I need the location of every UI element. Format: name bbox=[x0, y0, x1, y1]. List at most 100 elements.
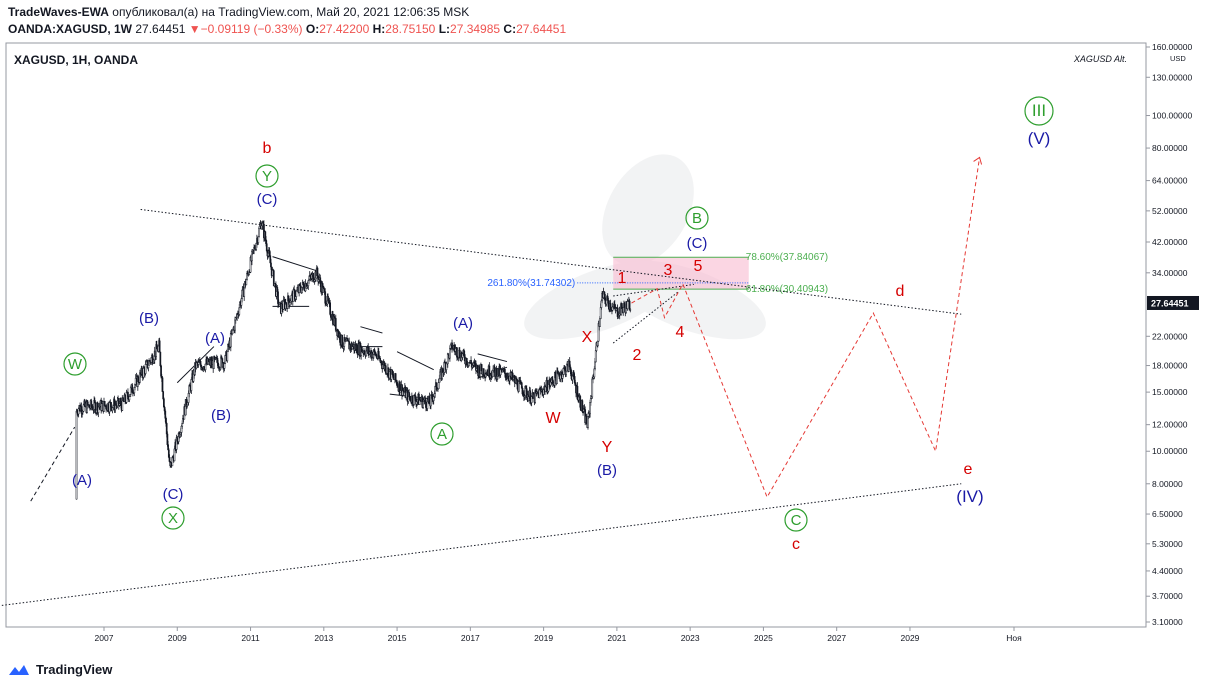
arrowhead-icon bbox=[973, 156, 983, 165]
candle-body bbox=[223, 363, 226, 369]
candle-body bbox=[346, 338, 349, 341]
wave-label: c bbox=[792, 536, 800, 553]
price-tick-label: 80.00000 bbox=[1152, 143, 1188, 153]
open-value: 27.42200 bbox=[319, 22, 370, 36]
candle-body bbox=[394, 373, 397, 381]
time-tick-label: 2027 bbox=[827, 633, 846, 643]
price-tick-label: 64.00000 bbox=[1152, 176, 1188, 186]
candle-body bbox=[493, 365, 496, 370]
price-unit-label: USD bbox=[1170, 54, 1186, 63]
candle-body bbox=[339, 333, 341, 343]
time-tick-label: 2025 bbox=[754, 633, 773, 643]
price-tick-label: 42.00000 bbox=[1152, 237, 1188, 247]
wave-circle bbox=[255, 164, 279, 188]
price-tick-label: 6.50000 bbox=[1152, 509, 1183, 519]
candle-body bbox=[257, 236, 260, 244]
candle-body bbox=[168, 457, 171, 462]
candle-body bbox=[190, 379, 193, 391]
time-tick-label: 2029 bbox=[900, 633, 919, 643]
candle-body bbox=[258, 228, 260, 238]
wave-circle bbox=[63, 352, 87, 376]
candle-body bbox=[554, 372, 557, 379]
candle-body bbox=[142, 367, 145, 378]
pattern-line bbox=[360, 326, 383, 334]
wave-label: C bbox=[791, 512, 802, 529]
candle-body bbox=[424, 397, 427, 403]
wave-label: 1 bbox=[618, 270, 627, 287]
time-tick-label: 2019 bbox=[534, 633, 553, 643]
price-tick-label: 34.00000 bbox=[1152, 268, 1188, 278]
pane-title: XAGUSD, 1H, OANDA bbox=[14, 53, 138, 67]
trend-line bbox=[0, 483, 962, 607]
candle-body bbox=[161, 377, 164, 392]
last-price-badge bbox=[1147, 295, 1199, 310]
high-label: H: bbox=[372, 22, 386, 36]
candle-body bbox=[229, 333, 232, 348]
pattern-line bbox=[477, 353, 508, 363]
wave-label: b bbox=[263, 140, 272, 157]
wave-label: B bbox=[692, 210, 702, 227]
price-tick-label: 22.00000 bbox=[1152, 331, 1188, 341]
wave-label: (A) bbox=[205, 330, 225, 347]
price-tick-label: 10.00000 bbox=[1152, 446, 1188, 456]
low-label: L: bbox=[438, 22, 451, 36]
wave-circle bbox=[784, 508, 808, 532]
price-tick-label: 100.00000 bbox=[1152, 111, 1192, 121]
candle-body bbox=[157, 345, 160, 352]
projection-path bbox=[631, 157, 981, 499]
wave-label: 4 bbox=[676, 324, 685, 341]
price-tick-label: 4.40000 bbox=[1152, 566, 1183, 576]
time-tick-label: 2011 bbox=[241, 633, 260, 643]
author-name[interactable]: TradeWaves-EWA bbox=[8, 5, 109, 19]
change-value: −0.09119 (−0.33%) bbox=[200, 22, 303, 36]
header-line-1: TradeWaves-EWA опубликовал(а) на Trading… bbox=[8, 5, 469, 19]
fib-zone bbox=[613, 257, 749, 290]
price-tick-label: 3.70000 bbox=[1152, 591, 1183, 601]
candle-body bbox=[334, 318, 337, 331]
header-line-2: OANDA:XAGUSD, 1W 27.64451 ▼−0.09119 (−0.… bbox=[8, 22, 566, 36]
pane-alt-label: XAGUSD Alt. bbox=[1073, 54, 1127, 64]
wave-label: d bbox=[896, 283, 905, 300]
tradingview-logo-icon bbox=[9, 664, 29, 675]
time-tick-label: 2007 bbox=[95, 633, 114, 643]
candle-body bbox=[158, 340, 161, 353]
time-tick-label: 2013 bbox=[314, 633, 333, 643]
time-tick-label: Ноя bbox=[1006, 633, 1022, 643]
candle-body bbox=[295, 290, 298, 297]
wave-circle bbox=[161, 506, 185, 530]
wave-label: A bbox=[437, 426, 447, 443]
wave-label: III bbox=[1032, 101, 1046, 120]
wave-label: (B) bbox=[597, 462, 617, 479]
candle-body bbox=[609, 303, 612, 311]
candle-body bbox=[597, 340, 599, 346]
candle-body bbox=[103, 401, 106, 406]
wave-label: (C) bbox=[163, 486, 184, 503]
wave-circle bbox=[685, 206, 709, 230]
wave-label: (A) bbox=[72, 472, 92, 489]
wave-label: (B) bbox=[211, 407, 231, 424]
plot-frame bbox=[5, 42, 1147, 628]
fib-level-label: 78.60%(37.84067) bbox=[746, 252, 828, 263]
wave-label: X bbox=[168, 510, 178, 527]
time-tick-label: 2017 bbox=[461, 633, 480, 643]
time-tick-label: 2015 bbox=[388, 633, 407, 643]
footer-brand[interactable]: TradingView bbox=[8, 662, 112, 677]
candle-body bbox=[181, 423, 184, 427]
wave-label: 2 bbox=[633, 347, 642, 364]
wave-label: 5 bbox=[694, 258, 703, 275]
wave-label: X bbox=[582, 329, 593, 346]
candle-body bbox=[159, 351, 162, 367]
wave-label: (V) bbox=[1028, 129, 1051, 148]
price-tick-label: 8.00000 bbox=[1152, 479, 1183, 489]
candle-body bbox=[599, 318, 601, 327]
last-price: 27.64451 bbox=[135, 22, 186, 36]
trend-line bbox=[613, 283, 694, 297]
wave-label: e bbox=[964, 461, 973, 478]
candle-body bbox=[144, 364, 147, 374]
candle-body bbox=[607, 300, 610, 307]
time-tick-label: 2009 bbox=[168, 633, 187, 643]
price-tick-label: 160.00000 bbox=[1152, 42, 1192, 52]
wave-label: Y bbox=[602, 439, 613, 456]
low-value: 27.34985 bbox=[450, 22, 501, 36]
